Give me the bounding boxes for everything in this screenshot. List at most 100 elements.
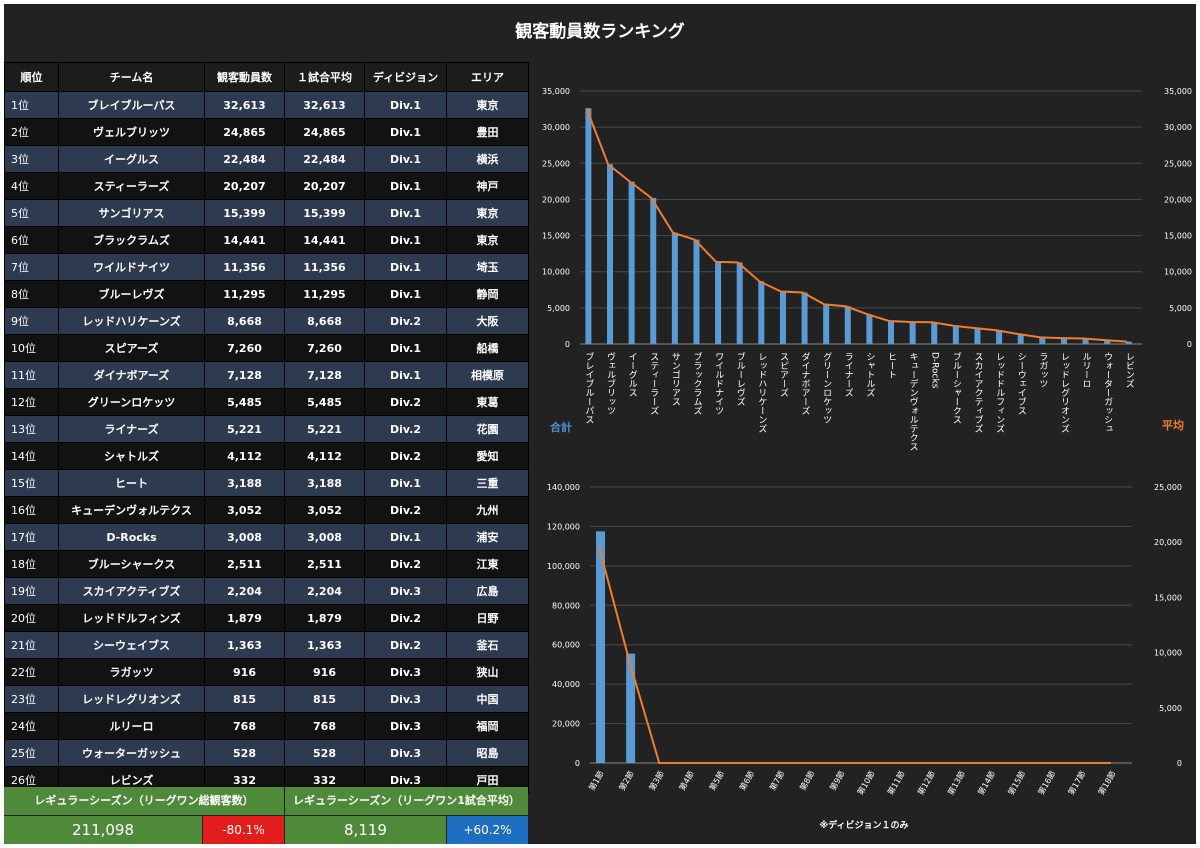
average-cell: 2,511 [284,550,365,578]
table-row: 16位 キューデンヴォルテクス 3,052 3,052 Div.2 九州 [4,496,529,524]
attendance-cell: 2,511 [204,550,285,578]
x-tick-label: キューデンヴォルテクス [908,352,919,451]
average-cell: 11,295 [284,280,365,308]
average-cell: 24,865 [284,118,365,146]
dashboard: 観客動員数ランキング 順位 チーム名 観客動員数 １試合平均 ディビジョン エリ… [4,4,1196,844]
rank-cell: 11位 [4,361,59,389]
table-row: 19位 スカイアクティブズ 2,204 2,204 Div.3 広島 [4,577,529,605]
team-attendance-chart: 0 5,000 10,000 15,000 20,000 25,000 30,000 35,0… [542,87,1192,451]
bar [996,330,1003,344]
x-tick-label: ブラックラムズ [691,351,702,415]
bar [736,262,743,344]
x-tick-label: レッドレグリオンズ [1059,352,1070,433]
area-cell: 狭山 [446,658,529,686]
area-cell: 静岡 [446,280,529,308]
y2-tick-label: 10,000 [1154,649,1182,658]
team-name-cell: スピアーズ [58,334,205,362]
attendance-cell: 8,668 [204,307,285,335]
area-cell: 神戸 [446,172,529,200]
table-row: 25位 ウォーターガッシュ 528 528 Div.3 昭島 [4,739,529,767]
attendance-cell: 1,363 [204,631,285,659]
y-tick-label: 140,000 [547,483,580,492]
y-tick-label: 100,000 [547,562,580,571]
bar [715,261,722,344]
rank-cell: 13位 [4,415,59,443]
average-cell: 768 [284,712,365,740]
attendance-cell: 2,204 [204,577,285,605]
rank-cell: 18位 [4,550,59,578]
average-cell: 22,484 [284,145,365,173]
x-tick-label: ヒート [886,352,896,379]
average-cell: 1,363 [284,631,365,659]
table-row: 21位 シーウェイブス 1,363 1,363 Div.2 釜石 [4,631,529,659]
x-tick-label: 第8節 [797,769,816,792]
x-tick-label: スピアーズ [778,352,789,397]
table-row: 8位 ブルーレヴズ 11,295 11,295 Div.1 静岡 [4,280,529,308]
y2-tick-label: 5,000 [1169,304,1192,313]
division-cell: Div.1 [364,469,447,497]
division-cell: Div.2 [364,307,447,335]
team-name-cell: D-Rocks [58,523,205,551]
rank-cell: 21位 [4,631,59,659]
x-tick-label: ヴェルブリッツ [605,352,616,415]
rank-cell: 1位 [4,91,59,119]
attendance-cell: 3,052 [204,496,285,524]
table-row: 11位 ダイナボアーズ 7,128 7,128 Div.1 相模原 [4,361,529,389]
division-cell: Div.1 [364,361,447,389]
table-row: 7位 ワイルドナイツ 11,356 11,356 Div.1 埼玉 [4,253,529,281]
bar [801,292,808,344]
attendance-cell: 7,260 [204,334,285,362]
x-tick-label: 第7節 [767,769,786,792]
bar [844,306,851,344]
bar [1104,340,1111,344]
division-cell: Div.2 [364,415,447,443]
y-axis-label-total: 合計 [550,420,572,434]
area-cell: 大阪 [446,307,529,335]
average-line [598,546,1111,764]
team-name-cell: ブルーレヴズ [58,280,205,308]
area-cell: 横浜 [446,145,529,173]
average-cell: 5,485 [284,388,365,416]
team-name-cell: シーウェイブス [58,631,205,659]
team-name-cell: スティーラーズ [58,172,205,200]
table-row: 24位 ルリーロ 768 768 Div.3 福岡 [4,712,529,740]
bar [888,320,895,344]
area-cell: 日野 [446,604,529,632]
table-row: 17位 D-Rocks 3,008 3,008 Div.1 浦安 [4,523,529,551]
table-row: 22位 ラガッツ 916 916 Div.3 狭山 [4,658,529,686]
division-cell: Div.1 [364,145,447,173]
y2-tick-label: 10,000 [1164,268,1192,277]
area-cell: 東京 [446,199,529,227]
attendance-cell: 32,613 [204,91,285,119]
rank-cell: 17位 [4,523,59,551]
bar [1082,338,1089,344]
rank-cell: 3位 [4,145,59,173]
average-change-badge: +60.2% [447,816,528,844]
area-cell: 愛知 [446,442,529,470]
column-header-attendance: 観客動員数 [204,62,285,92]
area-cell: 広島 [446,577,529,605]
x-tick-label: ラガッツ [1037,352,1048,388]
rank-cell: 4位 [4,172,59,200]
average-cell: 20,207 [284,172,365,200]
column-header-team: チーム名 [58,62,205,92]
rank-cell: 7位 [4,253,59,281]
table-row: 14位 シャトルズ 4,112 4,112 Div.2 愛知 [4,442,529,470]
x-tick-label: 第6節 [737,769,756,792]
division-cell: Div.2 [364,604,447,632]
attendance-cell: 815 [204,685,285,713]
y2-tick-label: 15,000 [1154,593,1182,602]
average-cell: 3,052 [284,496,365,524]
rank-cell: 14位 [4,442,59,470]
bar [628,181,635,344]
average-cell: 7,128 [284,361,365,389]
team-name-cell: ルリーロ [58,712,205,740]
division-cell: Div.3 [364,577,447,605]
x-tick-label: シーウェイブス [1016,352,1027,415]
x-tick-label: グリーンロケッツ [821,352,832,424]
bar [823,304,830,344]
y2-tick-label: 5,000 [1159,704,1182,713]
y-tick-label: 0 [575,759,580,768]
division-cell: Div.3 [364,658,447,686]
rank-cell: 25位 [4,739,59,767]
